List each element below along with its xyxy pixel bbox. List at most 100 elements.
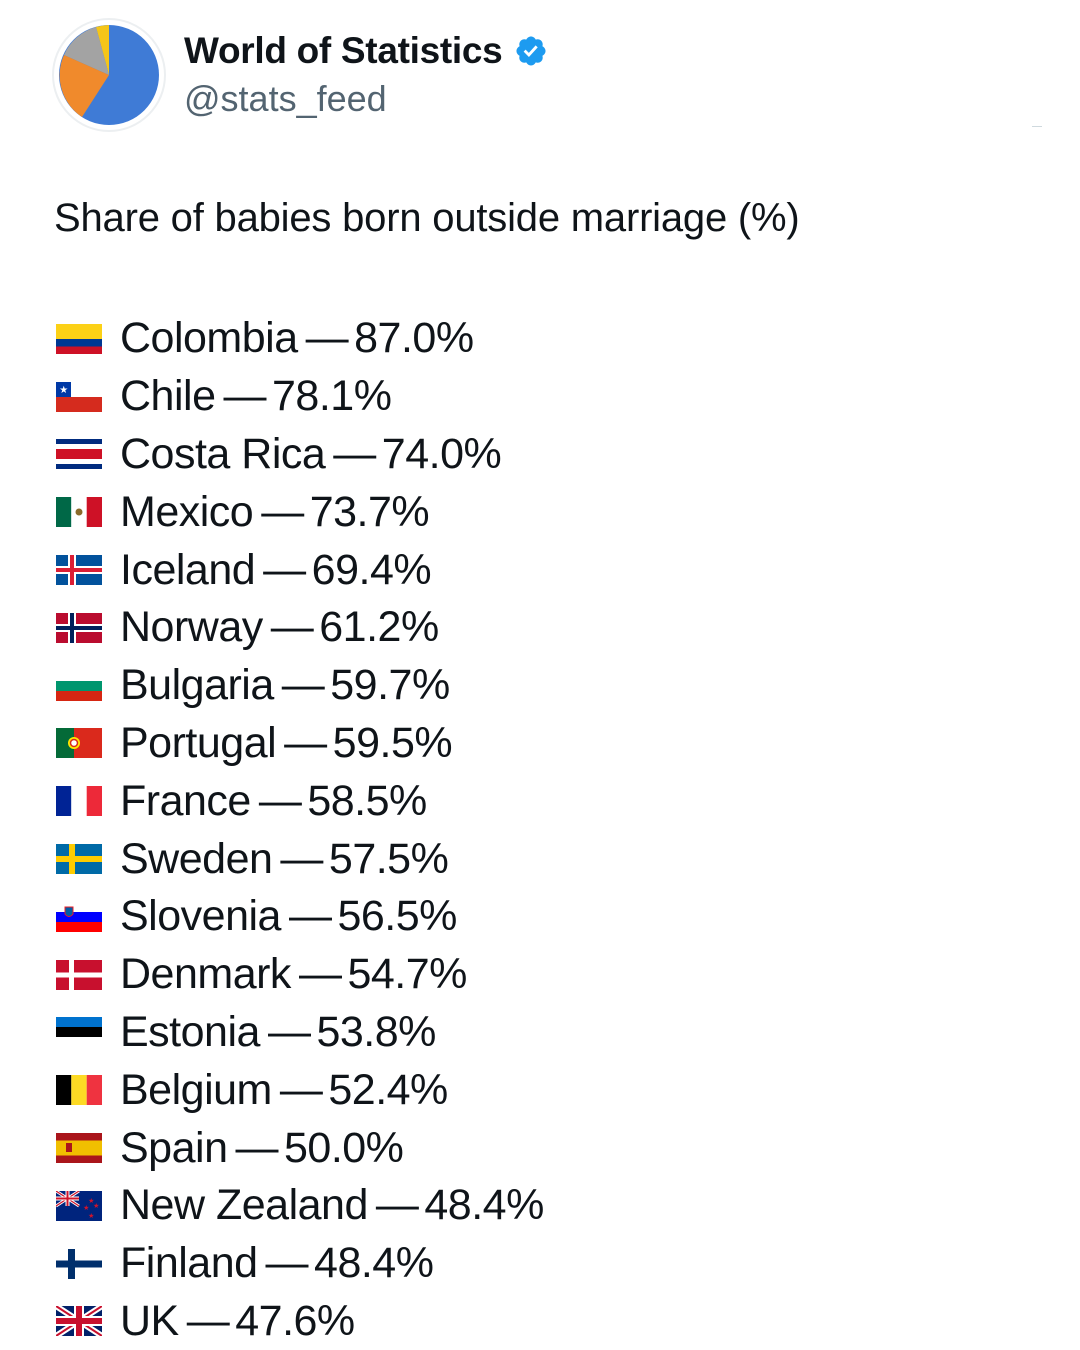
country-name: Denmark [120, 950, 291, 999]
list-item: Iceland —69.4% [56, 541, 544, 599]
france-flag-icon [56, 786, 102, 817]
uk-flag-icon [56, 1306, 102, 1337]
list-item: ★ ★ ★ ★ New Zealand —48.4% [56, 1177, 544, 1235]
separator: — [305, 314, 349, 363]
list-item: Finland —48.4% [56, 1235, 544, 1293]
country-name: Belgium [120, 1065, 272, 1114]
value: 58.5% [307, 776, 427, 825]
value: 56.5% [337, 892, 457, 941]
value: 50.0% [283, 1123, 404, 1172]
slovenia-flag-icon [56, 901, 102, 932]
list-item: UK —47.6% [56, 1293, 544, 1350]
country-name: Slovenia [120, 892, 281, 941]
colombia-flag-icon [56, 323, 102, 354]
separator: — [267, 1007, 311, 1056]
country-name: Iceland [120, 545, 256, 594]
value: 47.6% [235, 1296, 355, 1345]
value: 69.4% [311, 545, 432, 594]
country-name: New Zealand [120, 1181, 368, 1230]
norway-flag-icon [56, 612, 102, 643]
country-name: Colombia [120, 314, 298, 363]
svg-text:★: ★ [59, 385, 68, 396]
separator: — [281, 661, 325, 710]
country-name: UK [120, 1296, 179, 1345]
country-name: Portugal [120, 718, 277, 767]
value: 78.1% [272, 372, 392, 421]
svg-text:★: ★ [88, 1197, 94, 1205]
iceland-flag-icon [56, 555, 102, 586]
list-item: Sweden —57.5% [56, 830, 544, 888]
country-name: Costa Rica [120, 429, 326, 478]
list-item: Belgium —52.4% [56, 1061, 544, 1119]
list-item: Estonia —53.8% [56, 1004, 544, 1062]
country-name: Chile [120, 372, 216, 421]
post-title: Share of babies born outside marriage (%… [54, 196, 800, 240]
separator: — [284, 718, 327, 767]
separator: — [279, 1065, 323, 1114]
chile-flag-icon: ★ [56, 381, 102, 412]
list-item: Denmark —54.7% [56, 946, 544, 1004]
value: 59.7% [330, 661, 450, 710]
list-item: France —58.5% [56, 772, 544, 830]
value: 54.7% [347, 950, 467, 999]
value: 87.0% [354, 314, 474, 363]
svg-text:★: ★ [93, 1202, 99, 1210]
separator: — [186, 1296, 230, 1345]
value: 53.8% [316, 1007, 436, 1056]
value: 48.4% [314, 1239, 434, 1288]
value: 73.7% [309, 487, 430, 536]
avatar[interactable] [54, 20, 164, 130]
separator: — [258, 776, 302, 825]
separator: — [288, 892, 332, 941]
separator: — [263, 545, 306, 594]
list-item: Slovenia —56.5% [56, 888, 544, 946]
country-name: Finland [120, 1239, 258, 1288]
separator: — [223, 372, 267, 421]
list-item: Costa Rica —74.0% [56, 426, 544, 484]
country-name: Spain [120, 1123, 228, 1172]
belgium-flag-icon [56, 1075, 102, 1106]
value: 48.4% [424, 1181, 544, 1230]
value: 52.4% [328, 1065, 448, 1114]
list-item: Spain —50.0% [56, 1119, 544, 1177]
value: 74.0% [381, 429, 502, 478]
separator: — [235, 1123, 278, 1172]
mexico-flag-icon [56, 497, 102, 528]
estonia-flag-icon [56, 1017, 102, 1048]
list-item: Portugal —59.5% [56, 715, 544, 773]
portugal-flag-icon [56, 728, 102, 759]
value: 61.2% [319, 603, 439, 652]
finland-flag-icon [56, 1248, 102, 1279]
separator: — [265, 1239, 309, 1288]
separator: — [298, 950, 342, 999]
separator: — [333, 429, 376, 478]
country-name: Estonia [120, 1007, 260, 1056]
svg-text:★: ★ [88, 1212, 94, 1220]
spain-flag-icon [56, 1133, 102, 1164]
separator: — [270, 603, 314, 652]
post-header: World of Statistics @stats_feed [54, 20, 954, 132]
account-name[interactable]: World of Statistics [184, 30, 503, 71]
value: 57.5% [328, 834, 449, 883]
denmark-flag-icon [56, 959, 102, 990]
list-item: Bulgaria —59.7% [56, 657, 544, 715]
costa-rica-flag-icon [56, 439, 102, 470]
country-list: Colombia —87.0% ★ Chile —78.1% Costa Rica —74.… [56, 310, 544, 1350]
bulgaria-flag-icon [56, 670, 102, 701]
sweden-flag-icon [56, 844, 102, 875]
separator: — [280, 834, 323, 883]
pie-logo-icon [59, 25, 159, 125]
new-zealand-flag-icon: ★★ ★★ [56, 1190, 102, 1221]
country-name: Bulgaria [120, 661, 274, 710]
list-item: Norway —61.2% [56, 599, 544, 657]
country-name: Sweden [120, 834, 273, 883]
country-name: Mexico [120, 487, 254, 536]
value: 59.5% [332, 718, 453, 767]
separator: — [375, 1181, 419, 1230]
list-item: ★ Chile —78.1% [56, 368, 544, 426]
svg-text:★: ★ [83, 1204, 89, 1212]
divider [1032, 126, 1042, 127]
account-handle[interactable]: @stats_feed [184, 78, 387, 119]
list-item: Colombia —87.0% [56, 310, 544, 368]
country-name: Norway [120, 603, 263, 652]
